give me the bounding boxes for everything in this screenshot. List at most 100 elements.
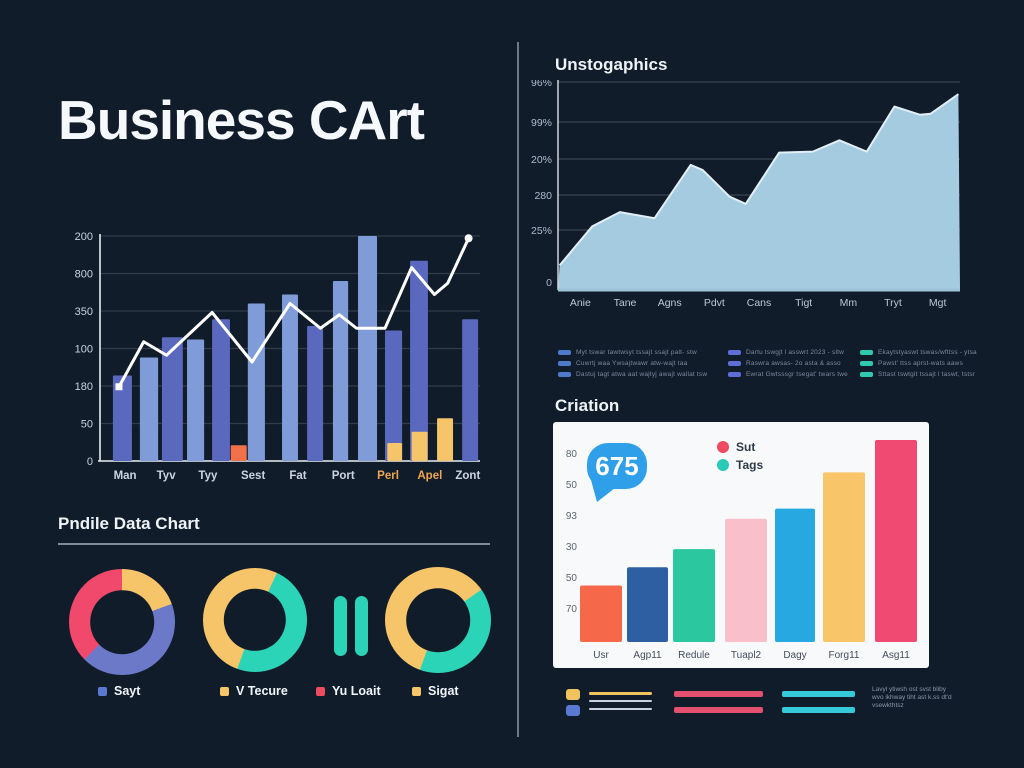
legend-label: Tags: [736, 458, 763, 472]
combo-bar: [462, 319, 479, 461]
legend-item: Pawst' ttss aprst-wats aaws: [860, 358, 977, 369]
panel-bar: [875, 440, 917, 642]
legend-item-label: Pawst' ttss aprst-wats aaws: [878, 360, 964, 367]
legend-item: Ekaytstyaswt tswas/wfttss - ytsa: [860, 347, 977, 358]
legend-label: V Tecure: [236, 684, 288, 698]
legend-swatch: [860, 372, 873, 377]
legend-item: Sayt: [98, 684, 140, 698]
legend-dot: [717, 459, 729, 471]
x-tick-label: Forg11: [829, 650, 860, 661]
legend-item-label: Ewrat Gwtsssgr tsegat' twars twe: [746, 371, 848, 378]
donut-section-title: Pndile Data Chart: [58, 514, 200, 533]
y-tick-label: 80: [566, 449, 578, 460]
x-tick-label: Asg11: [882, 650, 910, 661]
x-tick-label: Pdvt: [704, 297, 725, 309]
legend-swatch: [316, 686, 325, 696]
y-tick-label: 96%: [531, 80, 552, 89]
y-tick-label: 350: [75, 306, 93, 318]
legend-item-label: Raswra awsas- 2o asta & asso: [746, 360, 841, 367]
panel-bar: [627, 567, 668, 642]
legend-item-label: Dastuj tagt atwa aat wajtyj awajt wallat…: [576, 371, 708, 378]
panel-bar: [580, 585, 622, 642]
combo-bar: [230, 445, 247, 461]
combo-bar: [212, 319, 230, 461]
x-tick-label: Cans: [747, 297, 772, 309]
combo-bar: [358, 236, 378, 461]
panel-bar: [775, 508, 815, 642]
y-tick-label: 0: [546, 277, 552, 289]
badge-value: 675: [595, 451, 638, 481]
badge-bubble-tail: [591, 480, 615, 502]
x-tick-label: Tryt: [884, 297, 902, 309]
x-tick-label: Port: [332, 470, 355, 482]
legend-item: Sigat: [412, 684, 459, 698]
y-tick-label: 50: [566, 573, 578, 584]
donut-hole: [223, 588, 287, 652]
legend-note-line: wvo ikhway tiht ast k.ss dt'd: [872, 694, 952, 701]
line-end-marker: [464, 234, 473, 243]
x-tick-label: Mgt: [929, 297, 947, 309]
legend-item-label: Sttast tswtgit tssajt l taswt, tstsr: [878, 371, 976, 378]
donut-hole: [90, 590, 154, 654]
page-title: Business CArt: [58, 89, 425, 151]
legend-column: Dartu tswgjt l asswrt 2023 - sltw Raswra …: [728, 347, 848, 380]
y-tick-label: 99%: [531, 117, 552, 129]
area-chart: 96% 99% 20% 280 25% 0 Anie Tane Agns Pdvt Cans Tigt…: [531, 80, 960, 309]
bar-section-title: Criation: [555, 396, 620, 415]
legend-item: V Tecure: [220, 684, 288, 698]
legend-item-label: Myt tswar tawtwsyt tssajt ssajt palt- st…: [576, 349, 697, 356]
legend-line: [782, 707, 855, 713]
legend-swatch: [728, 350, 741, 355]
panel-bar: [823, 472, 865, 642]
x-tick-label: Apel: [417, 470, 442, 482]
area-fill: [558, 94, 960, 290]
legend-item-label: Ekaytstyaswt tswas/wfttss - ytsa: [878, 349, 977, 356]
legend-swatch: [728, 361, 741, 366]
x-tick-label: Mm: [840, 297, 858, 309]
x-tick-label: Tyv: [157, 470, 177, 482]
donut-chart: [69, 569, 175, 675]
donut-chart: [203, 568, 307, 672]
area-section-title: Unstogaphics: [555, 55, 668, 74]
legend-line: [674, 691, 763, 697]
legend-note: Lavyl ytiwsh ost svst bliby wvo ikhway ti…: [872, 686, 977, 710]
x-tick-label: Sest: [241, 470, 265, 482]
x-tick-label: Zont: [455, 470, 480, 482]
legend-item: Raswra awsas- 2o asta & asso: [728, 358, 848, 369]
panel-bar: [673, 549, 715, 642]
legend-swatch: [566, 689, 580, 700]
legend-swatch: [860, 350, 873, 355]
y-tick-label: 70: [566, 604, 578, 615]
legend-line: [589, 692, 652, 695]
x-tick-label: Anie: [570, 297, 591, 309]
combo-bar: [307, 326, 324, 461]
legend-note-line: Lavyl ytiwsh ost svst bliby: [872, 686, 947, 693]
badge-bubble: [587, 443, 647, 489]
combo-bar: [139, 357, 159, 461]
legend-note-line: vsewkthtsz: [872, 702, 904, 709]
legend-line: [589, 708, 652, 710]
x-tick-label: Tane: [614, 297, 637, 309]
y-tick-label: 93: [566, 511, 578, 522]
footer-legend: Lavyl ytiwsh ost svst bliby wvo ikhway ti…: [553, 686, 983, 728]
y-tick-label: 20%: [531, 154, 552, 166]
x-tick-label: Tyy: [198, 470, 218, 482]
area-edge: [558, 93, 959, 267]
y-tick-label: 800: [75, 269, 93, 281]
y-tick-label: 280: [534, 190, 552, 202]
legend-item-label: Dartu tswgjt l asswrt 2023 - sltw: [746, 349, 844, 356]
legend-label: Sigat: [428, 684, 459, 698]
legend-label: Yu Loait: [332, 684, 381, 698]
panel-bar: [725, 518, 767, 642]
combo-bar-line-chart: 200 800 350 100 180 50 0 Man Tyv Tyy Sest Fat Port Pe…: [75, 231, 481, 482]
x-tick-label: Tigt: [795, 297, 812, 309]
legend-line: [782, 691, 855, 697]
legend-column: Myt tswar tawtwsyt tssajt ssajt palt- st…: [558, 347, 707, 380]
y-tick-label: 0: [87, 456, 93, 468]
legend-swatch: [558, 372, 571, 377]
combo-bar: [282, 294, 298, 461]
legend-item: Sttast tswtgit tssajt l taswt, tstsr: [860, 369, 977, 380]
legend-item: Yu Loait: [316, 684, 381, 698]
legend-swatch: [558, 350, 571, 355]
